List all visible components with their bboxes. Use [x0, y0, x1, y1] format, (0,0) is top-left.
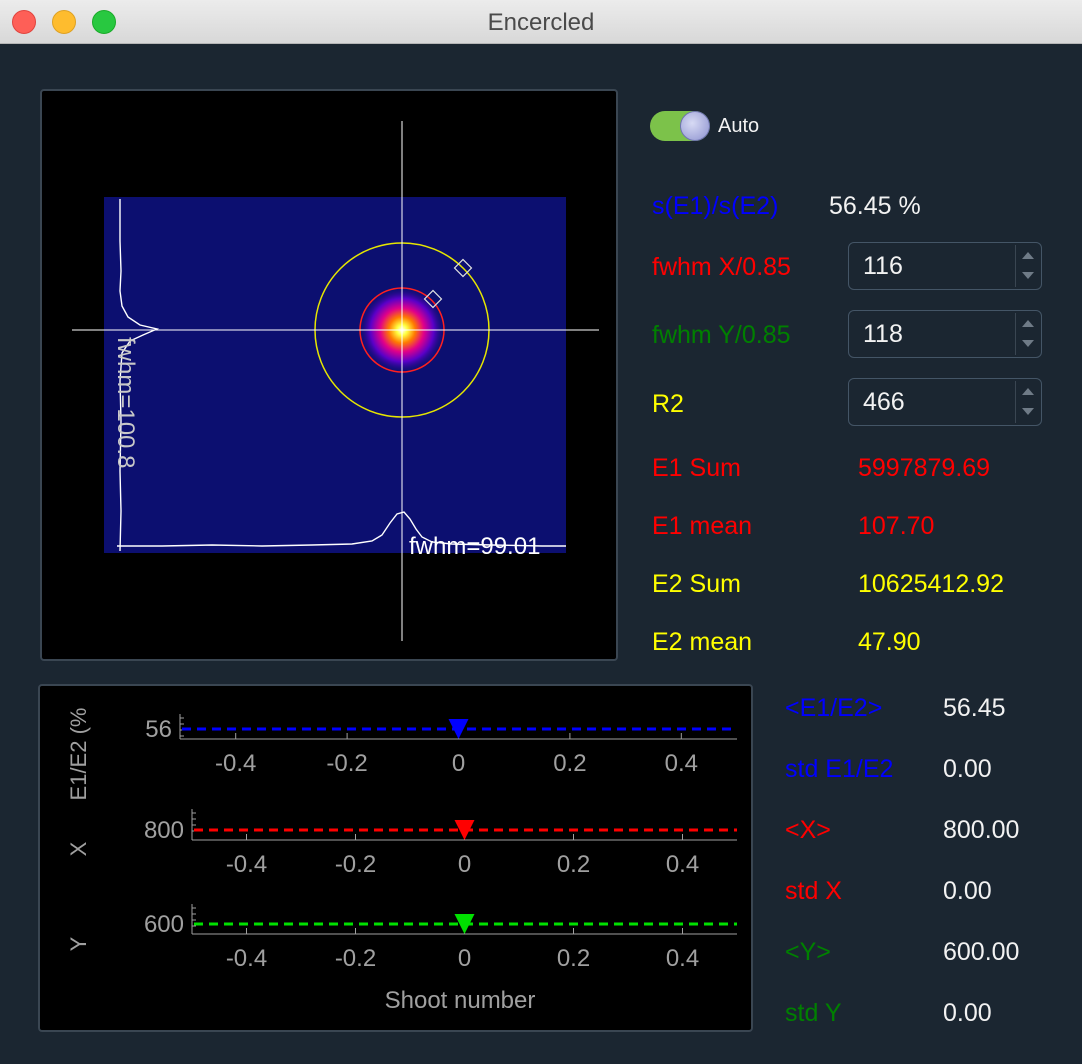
beam-image-panel[interactable]: fwhm=99.01 fwhm=100.8: [40, 89, 618, 661]
mean-x-value: 800.00: [943, 816, 1020, 844]
title-bar: Encercled: [0, 0, 1082, 44]
window-title: Encercled: [487, 9, 595, 36]
std-ratio-value: 0.00: [943, 755, 992, 783]
plot-2-x-tick-label: 0.4: [666, 945, 699, 972]
e1-sum-label: E1 Sum: [652, 454, 741, 482]
mean-x-label: <X>: [785, 816, 831, 844]
plot-2-x-tick-label: 0: [458, 945, 471, 972]
std-y-value: 0.00: [943, 999, 992, 1027]
std-x-value: 0.00: [943, 877, 992, 905]
camera-image: [104, 197, 566, 553]
fwhm-x-increment-button[interactable]: [1019, 246, 1037, 265]
e2-sum-value: 10625412.92: [858, 570, 1004, 598]
r2-label: R2: [652, 390, 684, 418]
plot-2-x-tick-label: 0.2: [557, 945, 590, 972]
maximize-window-button[interactable]: [92, 10, 116, 34]
shot-history-svg: 56 E1/E2 (% -0.4 -0.2 0 0.2 0.4 800 X -0.4 -0.2 0 0.…: [66, 708, 737, 1014]
close-window-button[interactable]: [12, 10, 36, 34]
fwhm-y-label: fwhm Y/0.85: [652, 321, 791, 349]
auto-toggle-label: Auto: [718, 115, 760, 137]
plot-0-data-point: [448, 719, 469, 739]
plot-2-y-tick-label: 600: [144, 911, 184, 938]
r2-value[interactable]: 466: [863, 388, 905, 416]
std-x-label: std X: [785, 877, 842, 905]
plot-0-x-tick-label: 0.4: [665, 750, 698, 777]
profile-y-label: fwhm=100.8: [112, 337, 139, 468]
plot-1-x-tick-label: -0.2: [335, 851, 376, 878]
fwhm-y-spinbox[interactable]: 118: [848, 310, 1042, 358]
r2-stepper: [1015, 381, 1039, 423]
auto-toggle-knob: [680, 111, 710, 141]
chevron-down-icon: [1022, 272, 1034, 279]
plot-1-data-point: [454, 820, 475, 840]
plot-0-y-label: E1/E2 (%: [66, 708, 91, 801]
mean-ratio-label: <E1/E2>: [785, 694, 883, 722]
mean-y-value: 600.00: [943, 938, 1020, 966]
e2-mean-label: E2 mean: [652, 628, 753, 656]
plot-2-x-tick-label: -0.2: [335, 945, 376, 972]
fwhm-y-stepper: [1015, 313, 1039, 355]
plot-1-y-tick-label: 800: [144, 817, 184, 844]
auto-toggle[interactable]: [650, 111, 710, 141]
e1-mean-value: 107.70: [858, 512, 935, 540]
fwhm-y-decrement-button[interactable]: [1019, 334, 1037, 353]
chevron-down-icon: [1022, 340, 1034, 347]
ratio-value: 56.45 %: [829, 192, 921, 220]
chevron-up-icon: [1022, 252, 1034, 259]
fwhm-x-stepper: [1015, 245, 1039, 287]
fwhm-y-increment-button[interactable]: [1019, 314, 1037, 333]
plot-0-y-tick-label: 56: [145, 716, 172, 743]
profile-x-label: fwhm=99.01: [409, 533, 540, 560]
circle-e1-handle[interactable]: [423, 289, 443, 309]
e1-mean-label: E1 mean: [652, 512, 753, 540]
shot-history-plots[interactable]: 56 E1/E2 (% -0.4 -0.2 0 0.2 0.4 800 X -0.4 -0.2 0 0.…: [38, 684, 753, 1032]
plot-2-x-label: Shoot number: [385, 987, 536, 1014]
r2-spinbox[interactable]: 466: [848, 378, 1042, 426]
circle-e2-handle[interactable]: [453, 258, 473, 278]
fwhm-x-spinbox[interactable]: 116: [848, 242, 1042, 290]
e2-sum-label: E2 Sum: [652, 570, 741, 598]
e2-mean-value: 47.90: [858, 628, 921, 656]
fwhm-y-value[interactable]: 118: [863, 320, 903, 348]
std-y-label: std Y: [785, 999, 842, 1027]
chevron-down-icon: [1022, 408, 1034, 415]
plot-1-x-tick-label: -0.4: [226, 851, 267, 878]
plot-2-x-tick-label: -0.4: [226, 945, 267, 972]
beam-image-svg: fwhm=99.01 fwhm=100.8: [72, 121, 599, 641]
chevron-up-icon: [1022, 320, 1034, 327]
plot-1-y-label: X: [66, 841, 91, 856]
r2-decrement-button[interactable]: [1019, 402, 1037, 421]
plot-0-x-tick-label: 0.2: [553, 750, 586, 777]
profile-x-curve: [117, 511, 566, 547]
chevron-up-icon: [1022, 388, 1034, 395]
ratio-label: s(E1)/s(E2): [652, 192, 779, 220]
plot-1-x-tick-label: 0.4: [666, 851, 699, 878]
std-ratio-label: std E1/E2: [785, 755, 894, 783]
mean-y-label: <Y>: [785, 938, 831, 966]
plot-2-data-point: [454, 914, 475, 934]
e1-sum-value: 5997879.69: [858, 454, 991, 482]
plot-2-y-label: Y: [66, 936, 91, 951]
fwhm-x-label: fwhm X/0.85: [652, 253, 791, 281]
mean-ratio-value: 56.45: [943, 694, 1006, 722]
r2-increment-button[interactable]: [1019, 382, 1037, 401]
plot-0-x-tick-label: -0.4: [215, 750, 256, 777]
plot-0-x-tick-label: 0: [452, 750, 465, 777]
plot-0-x-tick-label: -0.2: [326, 750, 367, 777]
profile-y-curve: [119, 199, 160, 552]
fwhm-x-decrement-button[interactable]: [1019, 266, 1037, 285]
fwhm-x-value[interactable]: 116: [863, 252, 903, 280]
plot-1-x-tick-label: 0: [458, 851, 471, 878]
minimize-window-button[interactable]: [52, 10, 76, 34]
plot-1-x-tick-label: 0.2: [557, 851, 590, 878]
